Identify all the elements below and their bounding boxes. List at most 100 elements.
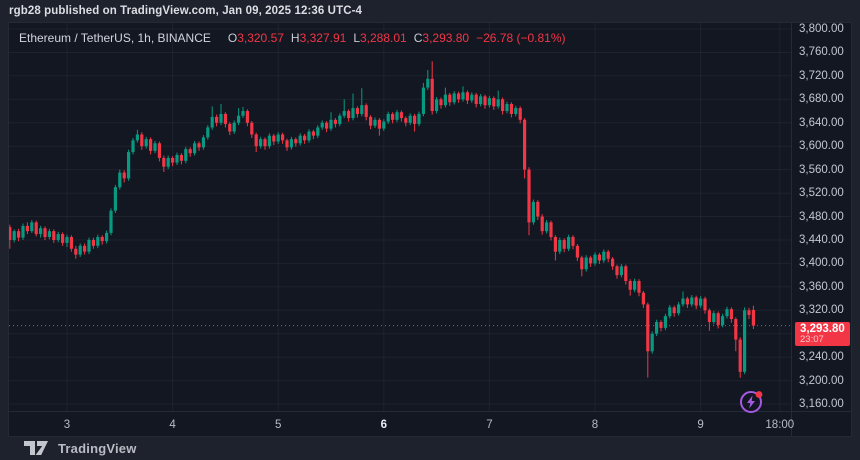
boost-button[interactable]: [736, 386, 766, 416]
candle-body: [681, 298, 685, 305]
price-tick-label: 3,720.00: [799, 69, 844, 82]
price-axis[interactable]: 3,800.00 3,760.00 3,720.00 3,680.00 3,640.00…: [792, 23, 851, 411]
candle-body: [267, 135, 271, 147]
candle-body: [259, 139, 263, 147]
candle-body: [725, 309, 729, 317]
candle-body: [355, 108, 359, 114]
low-label: L: [353, 31, 360, 45]
time-tick-label: 5: [274, 419, 282, 431]
candle-body: [34, 222, 38, 235]
candle-body: [179, 154, 183, 161]
candle-body: [39, 228, 43, 235]
candle-body: [47, 231, 51, 238]
candle-body: [369, 116, 373, 126]
candle-body: [421, 87, 425, 114]
time-axis[interactable]: 3 4 5 6 7 8 9 18:00: [9, 412, 794, 436]
price-axis-separator: [791, 23, 792, 436]
candle-body: [747, 310, 751, 315]
candle-body: [567, 237, 571, 249]
attribution-text: rgb28 published on TradingView.com, Jan …: [9, 5, 363, 17]
candle-body: [558, 239, 562, 252]
candle-body: [144, 139, 148, 147]
close-label: C: [413, 31, 423, 45]
candle-body: [100, 237, 104, 242]
candle-body: [201, 137, 205, 148]
candle-body: [593, 254, 597, 264]
candle-body: [699, 298, 703, 306]
candle-body: [373, 119, 377, 126]
time-tick-label: 7: [486, 419, 493, 431]
candle-body: [435, 99, 439, 112]
candle-body: [487, 98, 491, 106]
candle-body: [122, 172, 126, 179]
candle-body: [399, 112, 403, 119]
candle-body: [751, 309, 755, 326]
candle-body: [281, 134, 285, 141]
candle-body: [360, 105, 364, 114]
candle-body: [413, 115, 417, 124]
candle-body: [188, 149, 192, 154]
candle-body: [426, 78, 430, 88]
symbol-title[interactable]: Ethereum / TetherUS, 1h, BINANCE: [19, 31, 211, 45]
candle-body: [391, 113, 395, 120]
time-axis-separator: [9, 411, 851, 412]
candle-body: [694, 297, 698, 306]
candle-body: [69, 237, 73, 249]
candle-body: [245, 111, 249, 123]
candle-body: [628, 280, 632, 290]
candle-body: [303, 135, 307, 141]
candle-body: [127, 152, 131, 179]
candle-body: [171, 157, 175, 163]
candle-body: [527, 169, 531, 223]
candle-body: [298, 135, 302, 144]
tradingview-logo-icon[interactable]: [24, 441, 51, 456]
candle-body: [131, 140, 135, 153]
candle-body: [320, 122, 324, 128]
candlestick-chart[interactable]: [9, 23, 791, 411]
candle-body: [223, 113, 227, 124]
candle-body: [210, 116, 214, 128]
candle-body: [443, 94, 447, 106]
candle-body: [448, 94, 452, 103]
price-tick-label: 3,400.00: [799, 257, 844, 270]
candle-body: [553, 237, 557, 252]
candle-body: [9, 227, 12, 240]
candle-body: [153, 143, 157, 151]
time-tick-label: 6: [380, 419, 387, 431]
candle-body: [690, 297, 694, 305]
candle-body: [276, 134, 280, 142]
candle-body: [606, 251, 610, 259]
candle-body: [52, 231, 56, 240]
candle-body: [149, 139, 153, 151]
candle-body: [703, 298, 707, 311]
candle-body: [417, 113, 421, 124]
candle-body: [677, 304, 681, 314]
price-tick-label: 3,160.00: [799, 398, 844, 411]
candle-body: [452, 93, 456, 103]
candle-body: [17, 231, 21, 238]
candle-body: [74, 248, 78, 255]
candle-body: [311, 131, 315, 136]
candle-body: [193, 143, 197, 154]
candle-body: [721, 316, 725, 325]
candle-body: [663, 316, 667, 328]
candle-body: [157, 143, 161, 158]
candle-body: [289, 139, 293, 148]
candle-body: [65, 237, 69, 243]
candle-body: [135, 134, 139, 141]
change-value: −26.78 (−0.81%): [476, 31, 566, 45]
candle-body: [21, 225, 25, 238]
candle-body: [575, 245, 579, 258]
candle-body: [637, 280, 641, 293]
tradingview-brand-text[interactable]: TradingView: [58, 441, 137, 456]
candle-body: [91, 239, 95, 246]
candle-body: [241, 111, 245, 116]
chart-frame: Ethereum / TetherUS, 1h, BINANCE O3,320.5…: [8, 22, 852, 437]
price-tick-label: 3,200.00: [799, 374, 844, 387]
chart-plot-area[interactable]: [9, 23, 791, 411]
candle-body: [219, 113, 223, 123]
candle-body: [624, 266, 628, 281]
candle-body: [584, 257, 588, 270]
candle-body: [549, 222, 553, 238]
candle-body: [113, 187, 117, 211]
